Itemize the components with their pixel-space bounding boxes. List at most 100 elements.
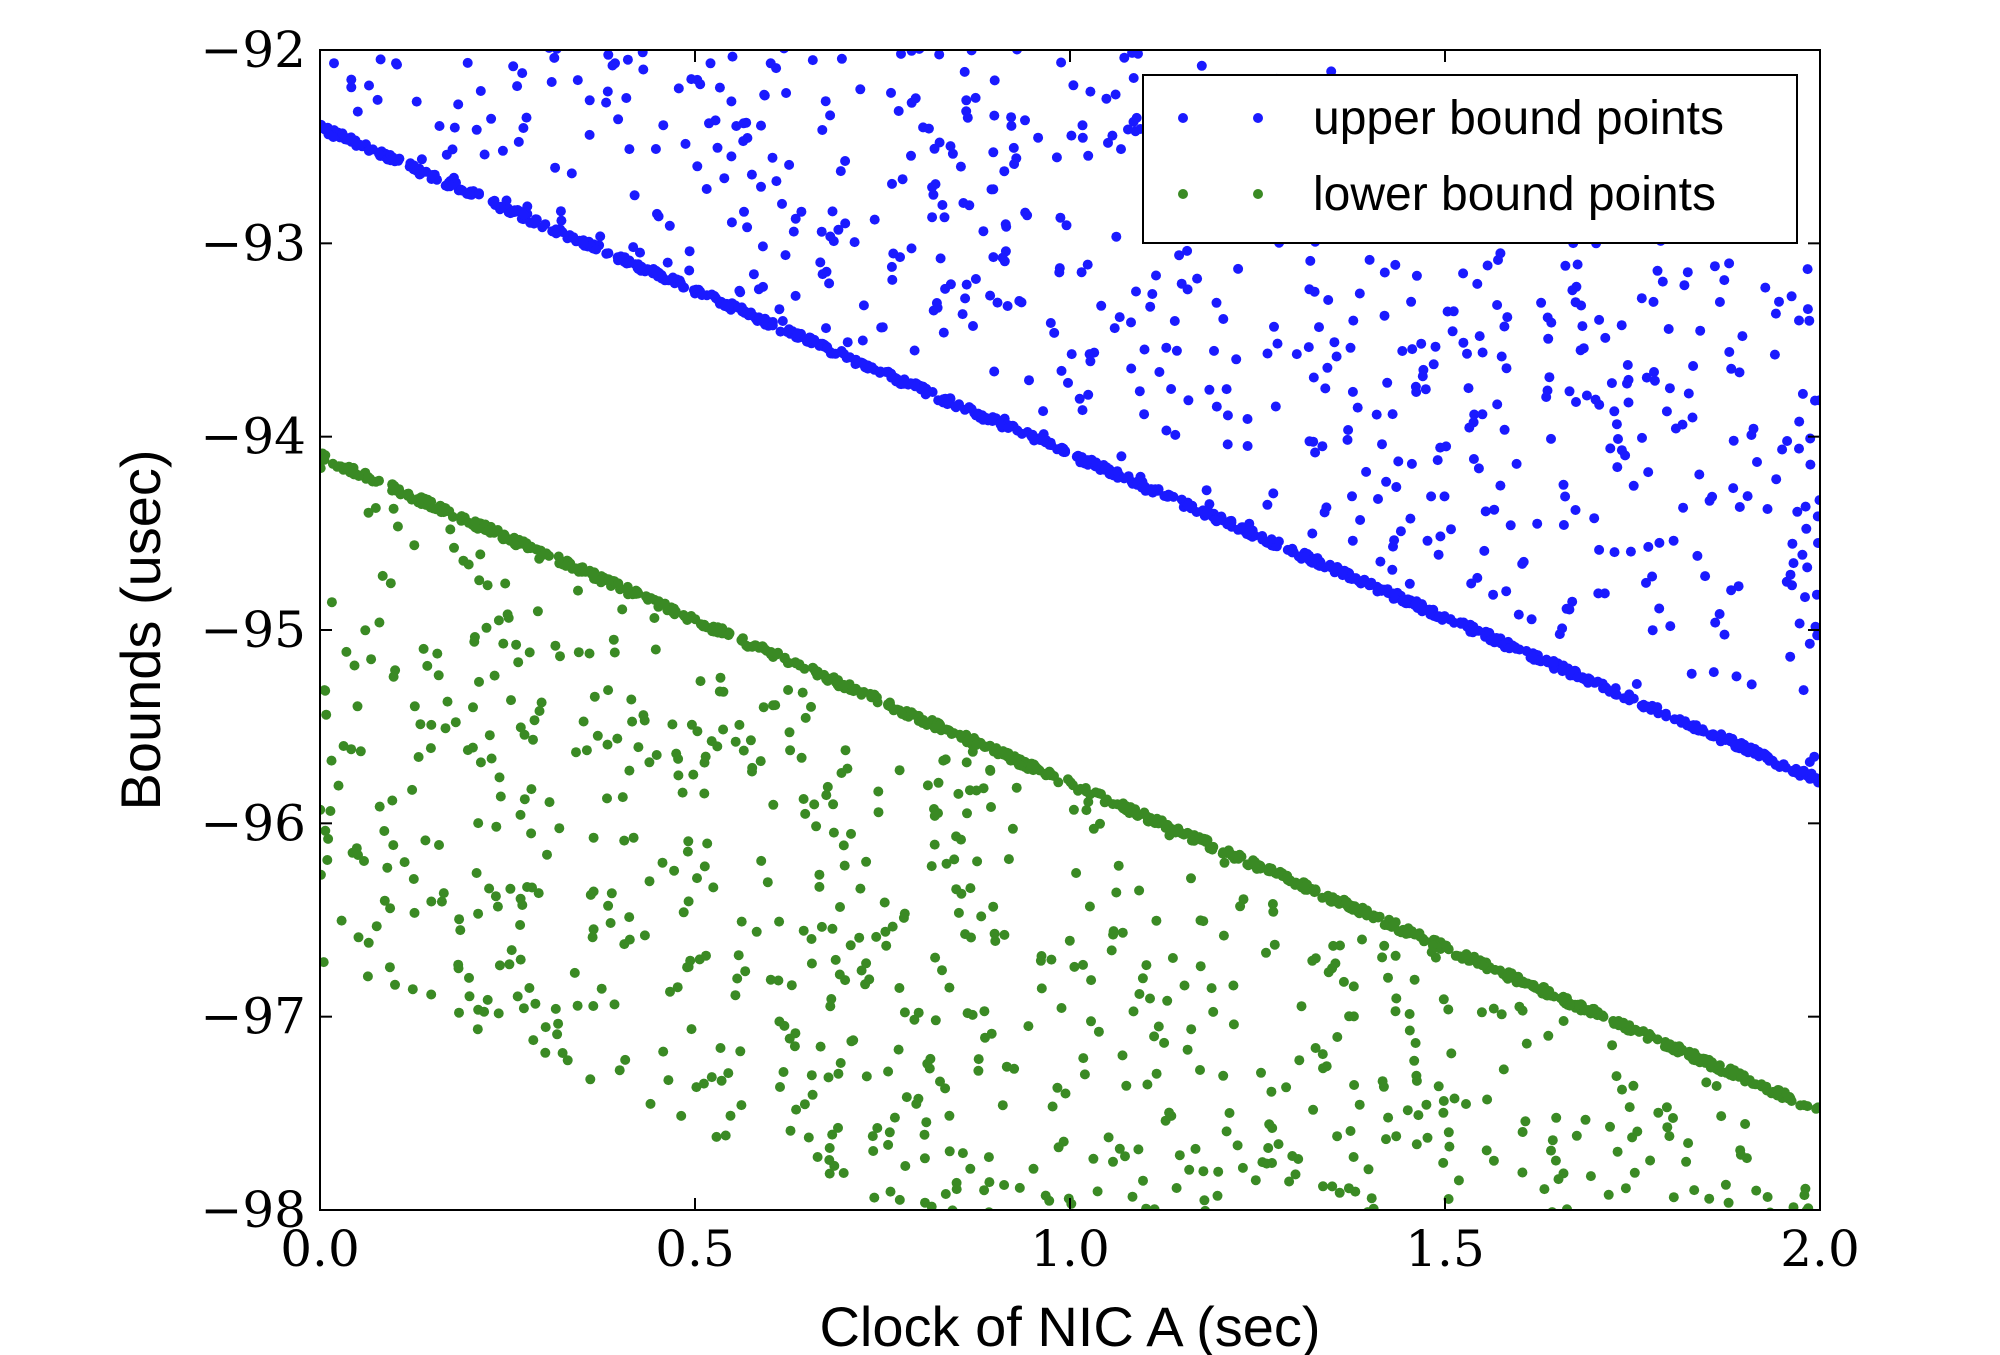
scatter-point — [353, 471, 364, 481]
scatter-point — [1066, 349, 1077, 360]
scatter-point — [1594, 399, 1605, 410]
scatter-point — [1204, 384, 1215, 395]
scatter-point — [1171, 345, 1182, 356]
scatter-point — [1318, 1063, 1328, 1074]
x-tick-label: 1.0 — [1030, 1220, 1110, 1278]
scatter-point — [1145, 993, 1155, 1004]
scatter-point — [807, 55, 818, 66]
scatter-point — [1357, 934, 1367, 945]
scatter-point — [532, 606, 543, 617]
scatter-point — [1546, 433, 1556, 444]
scatter-point — [1720, 1179, 1731, 1190]
scatter-point — [552, 1029, 563, 1040]
series-lower-points — [320, 448, 1820, 1210]
scatter-point — [827, 1129, 838, 1140]
scatter-point — [1539, 1184, 1550, 1195]
scatter-point — [1055, 212, 1066, 223]
tick-labels: 0.0 0.5 1.0 1.5 2.0 −92 −93 −94 −95 −96 −97 −98 — [200, 21, 1859, 1278]
scatter-point — [937, 200, 948, 210]
scatter-point — [1488, 1003, 1499, 1014]
scatter-point — [1022, 210, 1033, 221]
scatter-point — [1415, 603, 1426, 614]
scatter-point — [1174, 1150, 1185, 1161]
scatter-point — [914, 50, 925, 54]
scatter-point — [1661, 1102, 1672, 1113]
scatter-point — [529, 715, 540, 726]
scatter-point — [1742, 491, 1753, 502]
scatter-point — [745, 308, 756, 319]
scatter-point — [491, 821, 502, 832]
scatter-point — [680, 138, 691, 149]
scatter-point — [736, 916, 747, 927]
scatter-point — [777, 316, 788, 326]
scatter-point — [1402, 1105, 1413, 1116]
scatter-point — [979, 1185, 990, 1196]
scatter-point — [1099, 797, 1110, 808]
scatter-point — [1678, 502, 1689, 513]
scatter-point — [508, 61, 519, 72]
scatter-point — [1161, 342, 1172, 353]
scatter-point — [1543, 1030, 1554, 1041]
scatter-point — [1060, 445, 1071, 456]
scatter-point — [1613, 434, 1623, 444]
scatter-point — [1029, 759, 1039, 770]
scatter-point — [1244, 525, 1255, 536]
scatter-point — [1796, 766, 1807, 777]
scatter-point — [1095, 818, 1105, 829]
scatter-point — [738, 118, 749, 129]
scatter-point — [827, 206, 838, 217]
scatter-point — [601, 248, 612, 259]
scatter-point — [658, 1046, 669, 1057]
scatter-point — [1716, 729, 1727, 740]
scatter-point — [865, 688, 876, 699]
scatter-point — [1544, 372, 1555, 383]
scatter-point — [1805, 433, 1816, 444]
scatter-point — [1513, 609, 1524, 620]
scatter-point — [894, 983, 905, 993]
scatter-point — [1218, 314, 1229, 324]
scatter-point — [845, 940, 856, 951]
scatter-point — [1469, 409, 1480, 420]
scatter-point — [1797, 549, 1808, 560]
scatter-point — [812, 1152, 823, 1162]
scatter-point — [453, 99, 464, 110]
scatter-point — [1663, 324, 1674, 334]
scatter-point — [1468, 417, 1479, 428]
scatter-point — [1409, 929, 1420, 940]
scatter-point — [374, 475, 384, 486]
legend-label-lower: lower bound points — [1313, 168, 1716, 221]
scatter-point — [355, 746, 366, 757]
scatter-point — [962, 112, 973, 123]
scatter-point — [1268, 488, 1279, 499]
scatter-point — [756, 120, 766, 131]
scatter-point — [405, 158, 416, 169]
scatter-point — [595, 231, 606, 242]
scatter-point — [723, 1068, 734, 1079]
scatter-point — [624, 144, 635, 155]
scatter-point — [1536, 297, 1547, 308]
scatter-point — [1211, 401, 1222, 412]
scatter-point — [1636, 293, 1647, 304]
scatter-point — [1182, 1044, 1193, 1055]
scatter-point — [784, 159, 795, 170]
scatter-point — [716, 1075, 727, 1086]
scatter-point — [513, 136, 524, 147]
scatter-point — [1611, 1071, 1622, 1082]
scatter-point — [521, 112, 532, 123]
scatter-point — [1126, 317, 1136, 328]
scatter-point — [715, 1043, 726, 1053]
scatter-point — [346, 82, 357, 93]
scatter-point — [1381, 1134, 1391, 1145]
scatter-point — [790, 213, 801, 224]
scatter-point — [589, 691, 600, 702]
scatter-point — [1435, 531, 1446, 542]
scatter-point — [1382, 377, 1393, 388]
scatter-point — [1362, 909, 1373, 920]
scatter-point — [1084, 901, 1095, 912]
scatter-point — [1585, 1171, 1596, 1182]
scatter-point — [1514, 1001, 1525, 1012]
scatter-point — [779, 653, 790, 664]
scatter-point — [1473, 463, 1484, 474]
scatter-point — [1379, 940, 1390, 951]
scatter-point — [1154, 367, 1165, 377]
